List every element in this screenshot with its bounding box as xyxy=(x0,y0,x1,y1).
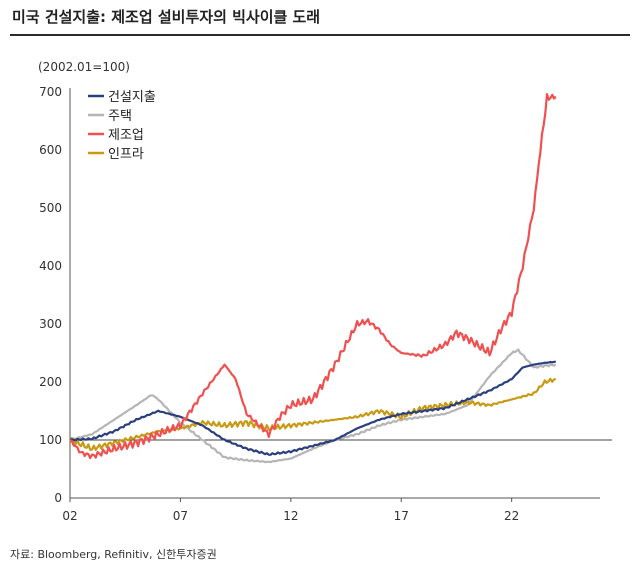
y-tick-label: 0 xyxy=(54,491,62,505)
x-tick-label: 17 xyxy=(394,509,409,523)
legend-label: 제조업 xyxy=(108,128,144,143)
series-line-1 xyxy=(69,348,557,464)
x-tick-label: 12 xyxy=(283,509,298,523)
x-tick-label: 07 xyxy=(173,509,188,523)
title-divider xyxy=(10,34,630,36)
legend-label: 주택 xyxy=(108,109,132,124)
y-tick-label: 500 xyxy=(39,201,62,215)
y-tick-label: 600 xyxy=(39,143,62,157)
y-tick-label: 700 xyxy=(39,85,62,99)
y-axis-unit-label: (2002.01=100) xyxy=(38,60,130,74)
y-tick-label: 300 xyxy=(39,317,62,331)
y-tick-label: 400 xyxy=(39,259,62,273)
legend-label: 건설지출 xyxy=(108,90,156,105)
series-line-0 xyxy=(69,360,556,456)
legend-label: 인프라 xyxy=(108,147,144,162)
y-tick-label: 100 xyxy=(39,433,62,447)
chart-series xyxy=(68,92,557,464)
chart-axes: 0 100 200 300 400 500 600 700 02 07 12 17 22 xyxy=(39,85,612,523)
series-line-2 xyxy=(69,92,557,460)
x-tick-label: 22 xyxy=(504,509,519,523)
source-note: 자료: Bloomberg, Refinitiv, 신한투자증권 xyxy=(10,548,217,561)
chart-title: 미국 건설지출: 제조업 설비투자의 빅사이클 도래 xyxy=(12,8,321,26)
y-tick-label: 200 xyxy=(39,375,62,389)
x-tick-label: 02 xyxy=(62,509,77,523)
